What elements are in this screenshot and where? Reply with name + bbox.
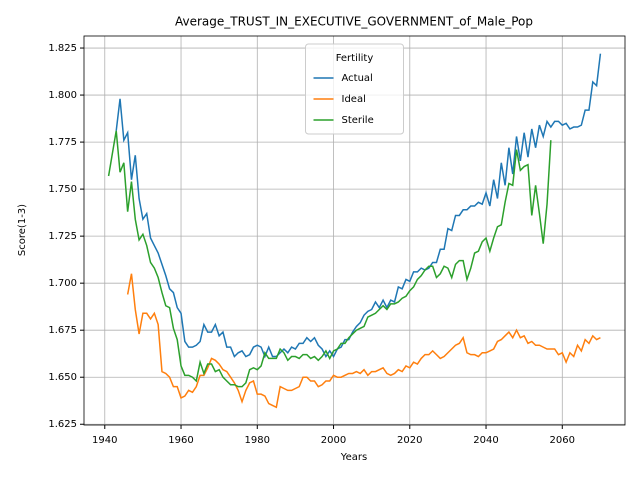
legend-box (305, 43, 404, 135)
legend-label: Actual (342, 73, 373, 84)
x-axis-label: Years (340, 452, 367, 463)
y-tick-label: 1.675 (48, 325, 77, 336)
y-tick-label: 1.775 (48, 137, 77, 148)
line-series (107, 130, 552, 388)
y-tick-label: 1.650 (48, 372, 77, 383)
chart-title: Average_TRUST_IN_EXECUTIVE_GOVERNMENT_of… (175, 15, 533, 29)
x-tick-label: 2060 (550, 435, 575, 446)
plot-frame (83, 35, 626, 426)
x-tick-label: 1980 (245, 435, 270, 446)
y-tick-label: 1.800 (48, 90, 77, 101)
legend-label: Ideal (342, 94, 366, 105)
line-series (126, 273, 601, 409)
y-tick-label: 1.700 (48, 278, 77, 289)
y-tick-label: 1.625 (48, 419, 77, 430)
legend-label: Sterile (342, 115, 374, 126)
x-tick-label: 2020 (397, 435, 422, 446)
x-tick-label: 2000 (321, 435, 346, 446)
x-tick-label: 1940 (92, 435, 117, 446)
y-tick-label: 1.825 (48, 43, 77, 54)
y-tick-label: 1.725 (48, 231, 77, 242)
x-tick-label: 1960 (168, 435, 193, 446)
y-tick-label: 1.750 (48, 184, 77, 195)
legend-title: Fertility (336, 53, 374, 64)
y-axis-label: Score(1-3) (17, 204, 28, 256)
x-tick-label: 2040 (473, 435, 498, 446)
line-series (115, 53, 602, 359)
